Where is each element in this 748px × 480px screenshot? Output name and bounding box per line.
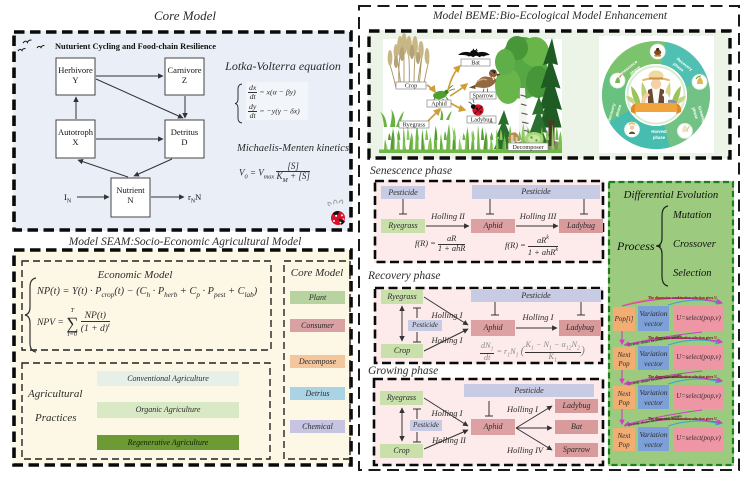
svg-text:phase: phase	[691, 107, 700, 121]
svg-text:phase: phase	[672, 61, 685, 73]
svg-text:Decomposer: Decomposer	[512, 144, 543, 151]
svg-text:Crop: Crop	[405, 82, 417, 89]
svg-text:Sparrow: Sparrow	[473, 92, 494, 99]
svg-text:Ryegrass: Ryegrass	[403, 121, 426, 128]
svg-text:Growing: Growing	[697, 105, 707, 123]
svg-text:Bat: Bat	[471, 59, 480, 66]
svg-text:Aphid: Aphid	[431, 100, 447, 107]
svg-text:phase: phase	[653, 135, 666, 140]
svg-text:Recovery: Recovery	[606, 102, 616, 122]
svg-text:Harvest: Harvest	[651, 129, 667, 134]
svg-text:Ladybug: Ladybug	[471, 116, 493, 123]
svg-text:phase: phase	[614, 103, 623, 117]
svg-text:phase: phase	[629, 64, 642, 76]
